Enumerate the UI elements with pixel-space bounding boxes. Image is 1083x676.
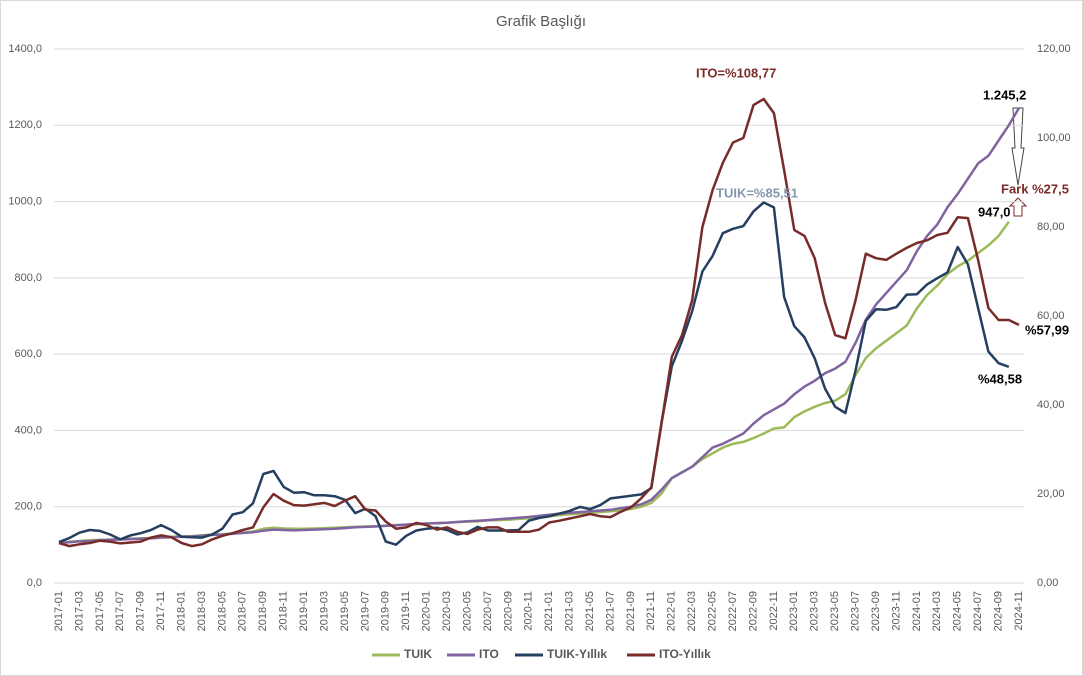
- y-tick-label: 1400,0: [8, 43, 42, 55]
- x-tick-label: 2022-07: [727, 591, 739, 631]
- x-tick-label: 2017-11: [155, 591, 167, 631]
- chart-title: Grafik Başlığı: [496, 13, 586, 30]
- x-tick-label: 2023-03: [809, 591, 821, 631]
- x-tick-label: 2024-07: [972, 591, 984, 631]
- x-tick-label: 2023-01: [788, 591, 800, 631]
- annotation: Fark %27,5: [1001, 181, 1069, 196]
- x-tick-label: 2022-09: [747, 591, 759, 631]
- y2-tick-label: 20,00: [1037, 488, 1065, 500]
- x-tick-label: 2020-11: [523, 591, 535, 631]
- x-tick-label: 2018-05: [216, 591, 228, 631]
- x-tick-label: 2023-05: [829, 591, 841, 631]
- x-tick-label: 2018-03: [196, 591, 208, 631]
- x-tick-label: 2024-05: [952, 591, 964, 631]
- y2-tick-label: 100,00: [1037, 132, 1071, 144]
- x-tick-label: 2024-03: [931, 591, 943, 631]
- x-tick-label: 2021-07: [604, 591, 616, 631]
- legend-label: ITO-Yıllık: [659, 647, 711, 661]
- arrow-down: [1011, 107, 1025, 186]
- annotation: ITO=%108,77: [696, 65, 776, 80]
- y2-tick-label: 0,00: [1037, 577, 1058, 589]
- x-tick-label: 2018-07: [237, 591, 249, 631]
- legend-label: ITO: [479, 647, 499, 661]
- x-tick-label: 2020-07: [482, 591, 494, 631]
- series-line: [58, 201, 1010, 546]
- x-tick-label: 2020-01: [421, 591, 433, 631]
- x-tick-label: 2021-01: [543, 591, 555, 631]
- x-tick-label: 2018-01: [175, 591, 187, 631]
- x-tick-label: 2024-01: [911, 591, 923, 631]
- series-line: [58, 97, 1020, 548]
- x-tick-label: 2017-07: [114, 591, 126, 631]
- x-tick-label: 2022-05: [707, 591, 719, 631]
- x-tick-label: 2019-05: [339, 591, 351, 631]
- arrow-up: [1008, 197, 1028, 217]
- y2-tick-label: 60,00: [1037, 310, 1065, 322]
- annotation: 947,0: [978, 204, 1011, 219]
- y-tick-label: 400,0: [14, 424, 42, 436]
- x-tick-label: 2021-11: [645, 591, 657, 631]
- x-tick-label: 2023-11: [890, 591, 902, 631]
- x-tick-label: 2017-09: [135, 591, 147, 631]
- x-tick-label: 2020-09: [502, 591, 514, 631]
- x-tick-label: 2017-01: [53, 591, 65, 631]
- series-line: [58, 107, 1021, 545]
- y2-tick-label: 80,00: [1037, 221, 1065, 233]
- y2-tick-label: 40,00: [1037, 399, 1065, 411]
- x-tick-label: 2018-09: [257, 591, 269, 631]
- y-tick-label: 1200,0: [8, 119, 42, 131]
- x-tick-label: 2020-03: [441, 591, 453, 631]
- x-tick-label: 2021-03: [564, 591, 576, 631]
- x-tick-label: 2022-01: [666, 591, 678, 631]
- legend-label: TUIK-Yıllık: [547, 647, 607, 661]
- x-tick-label: 2022-11: [768, 591, 780, 631]
- x-tick-label: 2018-11: [278, 591, 290, 631]
- y-tick-label: 1000,0: [8, 195, 42, 207]
- x-tick-label: 2020-05: [461, 591, 473, 631]
- y-tick-label: 600,0: [14, 348, 42, 360]
- annotation: 1.245,2: [983, 87, 1026, 102]
- x-tick-label: 2017-03: [73, 591, 85, 631]
- x-tick-label: 2019-07: [359, 591, 371, 631]
- x-tick-label: 2023-09: [870, 591, 882, 631]
- x-tick-label: 2024-09: [992, 591, 1004, 631]
- y2-tick-label: 120,00: [1037, 43, 1071, 55]
- x-tick-label: 2019-01: [298, 591, 310, 631]
- y-tick-label: 800,0: [14, 272, 42, 284]
- x-tick-label: 2017-05: [94, 591, 106, 631]
- annotation: TUIK=%85,51: [716, 185, 798, 200]
- x-tick-label: 2023-07: [850, 591, 862, 631]
- y-tick-label: 200,0: [14, 501, 42, 513]
- y-tick-label: 0,0: [27, 577, 42, 589]
- x-tick-label: 2021-05: [584, 591, 596, 631]
- x-tick-label: 2021-09: [625, 591, 637, 631]
- x-tick-label: 2019-03: [318, 591, 330, 631]
- x-tick-label: 2019-11: [400, 591, 412, 631]
- legend-label: TUIK: [404, 647, 432, 661]
- x-tick-label: 2024-11: [1013, 591, 1025, 631]
- x-tick-label: 2019-09: [380, 591, 392, 631]
- annotation: %48,58: [978, 371, 1022, 386]
- annotation: %57,99: [1025, 322, 1069, 337]
- x-tick-label: 2022-03: [686, 591, 698, 631]
